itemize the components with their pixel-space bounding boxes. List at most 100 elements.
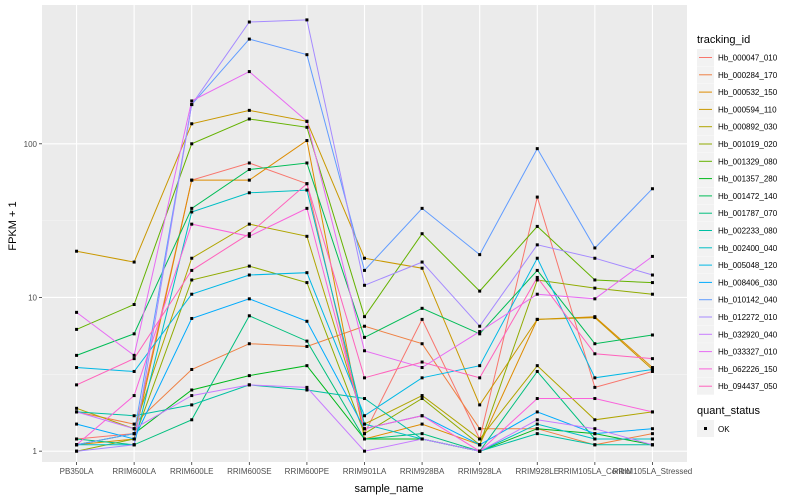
legend-quant-status-label: OK	[718, 425, 730, 434]
data-point	[132, 437, 136, 441]
data-point	[650, 437, 654, 441]
data-point	[132, 260, 136, 264]
data-point	[190, 99, 194, 103]
data-point	[132, 414, 136, 418]
data-point	[190, 206, 194, 210]
data-point	[650, 366, 654, 370]
legend-label: Hb_010142_040	[718, 296, 778, 305]
data-point	[247, 20, 251, 24]
data-point	[305, 271, 309, 275]
legend-label: Hb_005048_120	[718, 261, 778, 270]
data-point	[535, 410, 539, 414]
data-point	[75, 410, 79, 414]
data-point	[593, 352, 597, 356]
data-point	[247, 234, 251, 238]
data-point	[247, 161, 251, 165]
data-point	[420, 232, 424, 236]
data-point	[593, 427, 597, 431]
data-point	[132, 432, 136, 436]
data-point	[132, 332, 136, 336]
y-axis-title: FPKM + 1	[7, 201, 19, 250]
legend-quant-status-marker	[704, 427, 707, 430]
data-point	[247, 297, 251, 301]
data-point	[132, 369, 136, 373]
x-tick-label: RRIM600LE	[170, 467, 214, 476]
data-point	[190, 418, 194, 422]
data-point	[190, 142, 194, 146]
data-point	[305, 125, 309, 129]
data-point	[593, 286, 597, 290]
data-point	[363, 315, 366, 319]
data-point	[535, 292, 539, 296]
data-point	[593, 256, 597, 260]
data-point	[363, 283, 366, 287]
data-point	[247, 342, 251, 346]
data-point	[305, 119, 309, 123]
data-point	[478, 376, 482, 380]
data-point	[478, 449, 482, 453]
data-point	[593, 246, 597, 250]
data-point	[305, 319, 309, 323]
data-point	[535, 243, 539, 247]
data-point	[305, 281, 309, 285]
legend-label: Hb_001329_080	[718, 157, 778, 166]
data-point	[535, 427, 539, 431]
data-point	[420, 366, 424, 370]
data-point	[132, 427, 136, 431]
data-point	[478, 437, 482, 441]
data-point	[190, 103, 194, 107]
data-point	[478, 289, 482, 293]
data-point	[420, 360, 424, 364]
data-point	[650, 281, 654, 285]
data-point	[478, 332, 482, 336]
data-point	[650, 410, 654, 414]
data-point	[75, 366, 79, 370]
data-point	[75, 383, 79, 387]
data-point	[363, 432, 366, 436]
data-point	[75, 449, 79, 453]
data-point	[190, 394, 194, 398]
data-point	[305, 139, 309, 143]
x-tick-label: RRIM105LA_Control	[558, 467, 632, 476]
data-point	[305, 206, 309, 210]
data-point	[132, 353, 136, 357]
data-point	[650, 292, 654, 296]
data-point	[478, 443, 482, 447]
data-point	[593, 297, 597, 301]
data-point	[535, 317, 539, 321]
data-point	[305, 385, 309, 389]
data-point	[420, 376, 424, 380]
data-point	[593, 418, 597, 422]
data-point	[535, 275, 539, 279]
data-point	[535, 369, 539, 373]
data-point	[247, 108, 251, 112]
data-point	[132, 394, 136, 398]
data-point	[593, 397, 597, 401]
x-tick-label: RRIM600SE	[227, 467, 271, 476]
data-point	[305, 364, 309, 368]
data-point	[247, 37, 251, 41]
data-point	[305, 18, 309, 22]
data-point	[650, 187, 654, 191]
legend-label: Hb_012272_010	[718, 313, 778, 322]
data-point	[420, 206, 424, 210]
data-point	[247, 168, 251, 172]
data-point	[593, 342, 597, 346]
data-point	[190, 316, 194, 320]
y-tick-label: 1	[33, 447, 38, 456]
data-point	[420, 414, 424, 418]
data-point	[420, 437, 424, 441]
data-point	[247, 222, 251, 226]
data-point	[305, 339, 309, 343]
x-tick-label: RRIM600PE	[285, 467, 329, 476]
x-tick-label: RRIM105LA_Stressed	[613, 467, 693, 476]
data-point	[650, 432, 654, 436]
data-point	[478, 253, 482, 257]
data-point	[305, 188, 309, 192]
data-point	[363, 376, 366, 380]
data-point	[190, 292, 194, 296]
data-point	[247, 117, 251, 121]
data-point	[75, 249, 79, 253]
legend-label: Hb_032920_040	[718, 330, 778, 339]
